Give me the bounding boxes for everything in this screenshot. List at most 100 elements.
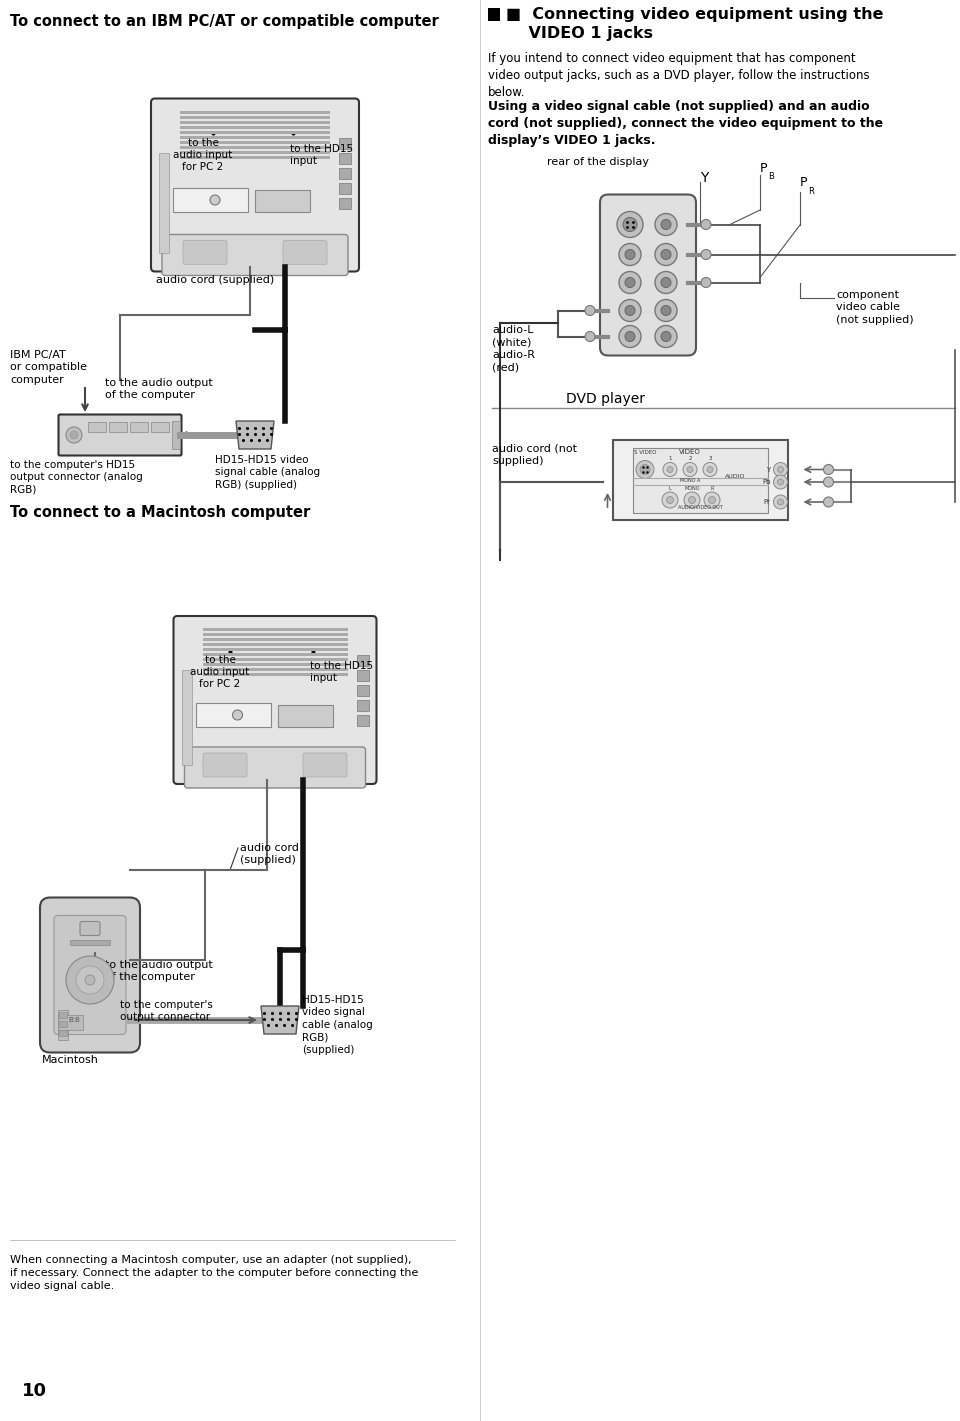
Bar bbox=[58, 1010, 68, 1040]
Circle shape bbox=[623, 217, 637, 232]
Circle shape bbox=[774, 495, 787, 509]
Circle shape bbox=[655, 325, 677, 348]
Text: to the audio output
of the computer: to the audio output of the computer bbox=[105, 378, 213, 399]
Text: Y: Y bbox=[766, 466, 771, 473]
Bar bbox=[58, 1015, 83, 1029]
Circle shape bbox=[625, 306, 635, 315]
Bar bbox=[181, 669, 191, 764]
Circle shape bbox=[774, 462, 787, 476]
Bar bbox=[488, 9, 500, 21]
Text: audio cord (supplied): audio cord (supplied) bbox=[156, 276, 275, 286]
Bar bbox=[59, 1022, 67, 1027]
Text: MONO A: MONO A bbox=[680, 477, 700, 483]
Circle shape bbox=[655, 213, 677, 236]
FancyBboxPatch shape bbox=[54, 915, 126, 1034]
Text: Y: Y bbox=[700, 171, 708, 185]
Bar bbox=[255, 190, 310, 212]
Bar bbox=[180, 145, 330, 149]
Bar bbox=[339, 138, 351, 149]
Text: component
video cable
(not supplied): component video cable (not supplied) bbox=[836, 290, 914, 325]
Polygon shape bbox=[236, 421, 274, 449]
Circle shape bbox=[701, 277, 711, 287]
Circle shape bbox=[655, 300, 677, 321]
Text: to the
audio input
for PC 2: to the audio input for PC 2 bbox=[190, 655, 250, 689]
Bar bbox=[356, 669, 369, 681]
Bar bbox=[180, 121, 330, 124]
Text: AUDIO/VIDEO OUT: AUDIO/VIDEO OUT bbox=[678, 504, 722, 510]
Circle shape bbox=[661, 219, 671, 230]
Text: to the computer's
output connector: to the computer's output connector bbox=[120, 1000, 213, 1022]
Text: audio-L
(white)
audio-R
(red): audio-L (white) audio-R (red) bbox=[492, 325, 535, 372]
Circle shape bbox=[232, 710, 243, 720]
Text: to the computer's HD15
output connector (analog
RGB): to the computer's HD15 output connector … bbox=[10, 460, 143, 495]
Text: IBM PC/AT
or compatible
computer: IBM PC/AT or compatible computer bbox=[10, 350, 87, 385]
Bar bbox=[203, 648, 348, 651]
Bar bbox=[203, 642, 348, 647]
Circle shape bbox=[708, 496, 715, 503]
Circle shape bbox=[704, 492, 720, 507]
Text: VIDEO: VIDEO bbox=[679, 449, 701, 455]
Bar bbox=[356, 701, 369, 710]
Text: audio cord
(supplied): audio cord (supplied) bbox=[240, 843, 299, 864]
Circle shape bbox=[625, 331, 635, 341]
Text: P: P bbox=[760, 162, 767, 175]
Circle shape bbox=[683, 462, 697, 476]
Text: audio cord (not
supplied): audio cord (not supplied) bbox=[492, 443, 577, 466]
Bar bbox=[173, 188, 248, 212]
Circle shape bbox=[663, 462, 677, 476]
FancyBboxPatch shape bbox=[59, 415, 181, 456]
Bar bbox=[339, 168, 351, 179]
Bar bbox=[203, 628, 348, 631]
FancyBboxPatch shape bbox=[184, 747, 366, 789]
FancyBboxPatch shape bbox=[80, 921, 100, 935]
Circle shape bbox=[684, 492, 700, 507]
Bar bbox=[151, 422, 169, 432]
Circle shape bbox=[778, 466, 783, 473]
Circle shape bbox=[701, 219, 711, 230]
Bar bbox=[203, 632, 348, 637]
Circle shape bbox=[824, 497, 833, 507]
Bar bbox=[180, 151, 330, 153]
Circle shape bbox=[661, 306, 671, 315]
Circle shape bbox=[661, 250, 671, 260]
Text: P: P bbox=[800, 176, 807, 189]
Text: B:B: B:B bbox=[68, 1017, 80, 1023]
Bar bbox=[130, 422, 148, 432]
Text: VIDEO 1 jacks: VIDEO 1 jacks bbox=[506, 26, 653, 41]
Circle shape bbox=[85, 975, 95, 985]
Text: HD15-HD15
video signal
cable (analog
RGB)
(supplied): HD15-HD15 video signal cable (analog RGB… bbox=[302, 995, 372, 1054]
Bar bbox=[88, 422, 106, 432]
Bar bbox=[59, 1030, 67, 1036]
Circle shape bbox=[666, 496, 674, 503]
Circle shape bbox=[774, 475, 787, 489]
Circle shape bbox=[619, 271, 641, 294]
Text: to the HD15
input: to the HD15 input bbox=[310, 661, 373, 684]
Circle shape bbox=[824, 465, 833, 475]
Text: Pr: Pr bbox=[763, 499, 771, 504]
Text: Macintosh: Macintosh bbox=[42, 1054, 99, 1064]
Text: Using a video signal cable (not supplied) and an audio
cord (not supplied), conn: Using a video signal cable (not supplied… bbox=[488, 99, 883, 146]
Circle shape bbox=[585, 331, 595, 341]
Circle shape bbox=[619, 300, 641, 321]
Text: B: B bbox=[768, 172, 774, 180]
Bar bbox=[203, 658, 348, 661]
FancyBboxPatch shape bbox=[174, 615, 376, 784]
Text: When connecting a Macintosh computer, use an adapter (not supplied),
if necessar: When connecting a Macintosh computer, us… bbox=[10, 1255, 419, 1292]
Circle shape bbox=[619, 325, 641, 348]
Bar bbox=[180, 141, 330, 144]
Circle shape bbox=[76, 966, 104, 995]
Text: S VIDEO: S VIDEO bbox=[634, 449, 657, 455]
Text: rear of the display: rear of the display bbox=[547, 156, 649, 168]
Circle shape bbox=[66, 426, 82, 443]
Text: If you intend to connect video equipment that has component
video output jacks, : If you intend to connect video equipment… bbox=[488, 53, 870, 99]
Circle shape bbox=[687, 466, 693, 473]
Circle shape bbox=[703, 462, 717, 476]
Text: to the HD15
input: to the HD15 input bbox=[290, 144, 353, 166]
FancyBboxPatch shape bbox=[303, 753, 347, 777]
Circle shape bbox=[636, 460, 654, 479]
Text: Pb: Pb bbox=[762, 479, 771, 485]
Bar bbox=[180, 115, 330, 118]
Text: ■  Connecting video equipment using the: ■ Connecting video equipment using the bbox=[506, 7, 883, 21]
Circle shape bbox=[70, 431, 78, 439]
Text: HD15-HD15 video
signal cable (analog
RGB) (supplied): HD15-HD15 video signal cable (analog RGB… bbox=[215, 455, 320, 490]
